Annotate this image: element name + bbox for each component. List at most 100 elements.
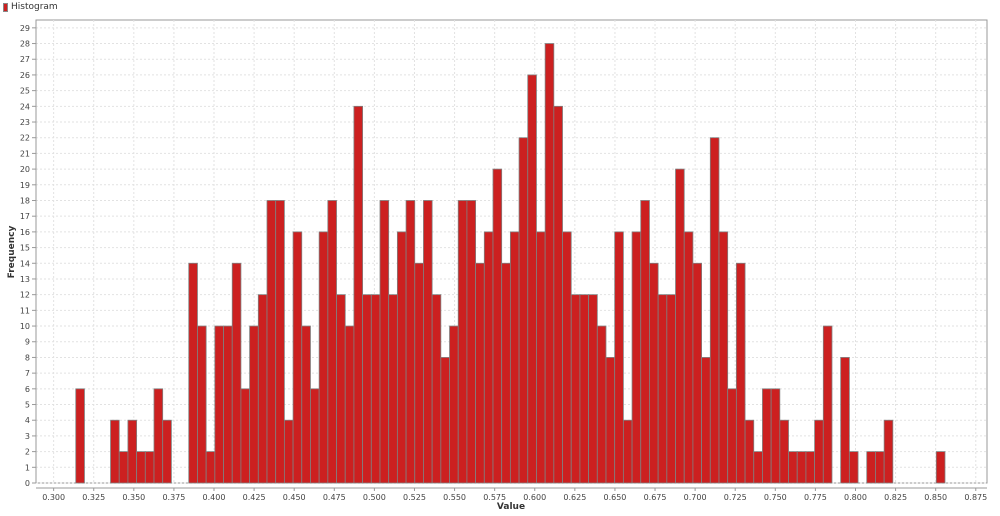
histogram-bar [266,200,277,484]
y-tick-label: 29 [20,24,30,33]
axes: 0123456789101112131415161718192021222324… [20,20,987,502]
x-tick-label: 0.625 [563,493,586,502]
histogram-bar [388,294,398,484]
bars [75,43,946,484]
histogram-bar [231,262,242,484]
histogram-bar [649,262,659,484]
x-tick-label: 0.600 [523,493,546,502]
histogram-bar [840,357,850,484]
histogram-bar [814,419,824,484]
histogram-bar [301,325,311,484]
histogram-bar [153,388,164,484]
x-tick-label: 0.775 [804,493,827,502]
y-tick-label: 5 [25,401,30,410]
y-tick-label: 4 [25,416,30,425]
legend-label-histogram: Histogram [11,2,58,12]
histogram-bar [788,451,798,484]
histogram-bar [327,200,337,484]
y-tick-label: 10 [20,322,30,331]
histogram-bar [205,451,216,484]
y-tick-label: 19 [20,181,30,190]
y-tick-label: 21 [20,149,30,158]
histogram-bar [744,419,755,484]
histogram-bar [275,200,285,484]
histogram-bar [796,451,807,484]
x-tick-label: 0.650 [603,493,626,502]
y-tick-label: 15 [20,244,30,253]
histogram-bar [935,451,946,484]
y-tick-label: 17 [20,212,30,221]
histogram-bar [257,294,268,484]
histogram-bar [353,105,364,484]
histogram-bar [614,231,624,484]
histogram-bar [553,105,563,484]
histogram-bar [362,294,372,484]
histogram-bar [110,419,120,484]
histogram-bar [501,262,511,484]
histogram-bar [118,451,129,484]
histogram-bar [866,451,876,484]
histogram-bar [449,325,459,484]
x-tick-label: 0.550 [443,493,466,502]
histogram-bar [718,231,729,484]
histogram-bar [527,74,537,484]
histogram-bar [727,388,737,484]
histogram-bar [735,262,746,484]
y-tick-label: 28 [20,40,30,49]
histogram-bar [162,419,172,484]
histogram-bar [466,200,477,484]
histogram-bar [240,388,251,484]
y-tick-label: 22 [20,134,30,143]
y-tick-label: 12 [20,291,30,300]
y-tick-label: 7 [25,369,30,378]
histogram-bar [423,200,433,484]
histogram-bar [709,137,720,484]
histogram-bar [370,294,381,484]
histogram-bar [622,419,633,484]
histogram-bar [136,451,146,484]
y-tick-label: 9 [25,338,30,347]
histogram-bar [518,137,529,484]
x-tick-label: 0.825 [884,493,907,502]
histogram-bar [144,451,155,484]
histogram-bar [188,262,198,484]
histogram-bar [875,451,885,484]
histogram-bar [822,325,833,484]
y-tick-label: 26 [20,71,30,80]
histogram-bar [883,419,894,484]
y-tick-label: 20 [20,165,30,174]
histogram-bar [536,231,546,484]
histogram-bar [127,419,138,484]
x-tick-label: 0.525 [403,493,426,502]
x-tick-label: 0.725 [724,493,747,502]
histogram-bar [405,200,416,484]
x-tick-label: 0.325 [82,493,105,502]
histogram-bar [805,451,816,484]
x-tick-label: 0.425 [243,493,266,502]
histogram-bar [657,294,668,484]
histogram-bar [848,451,859,484]
histogram-bar [692,262,703,484]
histogram-bar [75,388,85,484]
histogram-bar [483,231,494,484]
histogram-bar [431,294,442,484]
x-tick-label: 0.875 [964,493,987,502]
histogram-bar [509,231,520,484]
histogram-bar [318,231,329,484]
y-tick-label: 8 [25,353,30,362]
y-tick-label: 16 [20,228,30,237]
histogram-bar [666,294,676,484]
histogram-bar [762,388,772,484]
histogram-bar [640,200,650,484]
x-tick-label: 0.400 [203,493,226,502]
histogram-bar [770,388,781,484]
histogram-bar [753,451,763,484]
y-tick-label: 13 [20,275,30,284]
histogram-bar [197,325,207,484]
legend-swatch-histogram [3,2,8,12]
x-tick-label: 0.375 [162,493,185,502]
histogram-bar [379,200,390,484]
histogram-bar [344,325,355,484]
legend: Histogram [3,2,58,12]
